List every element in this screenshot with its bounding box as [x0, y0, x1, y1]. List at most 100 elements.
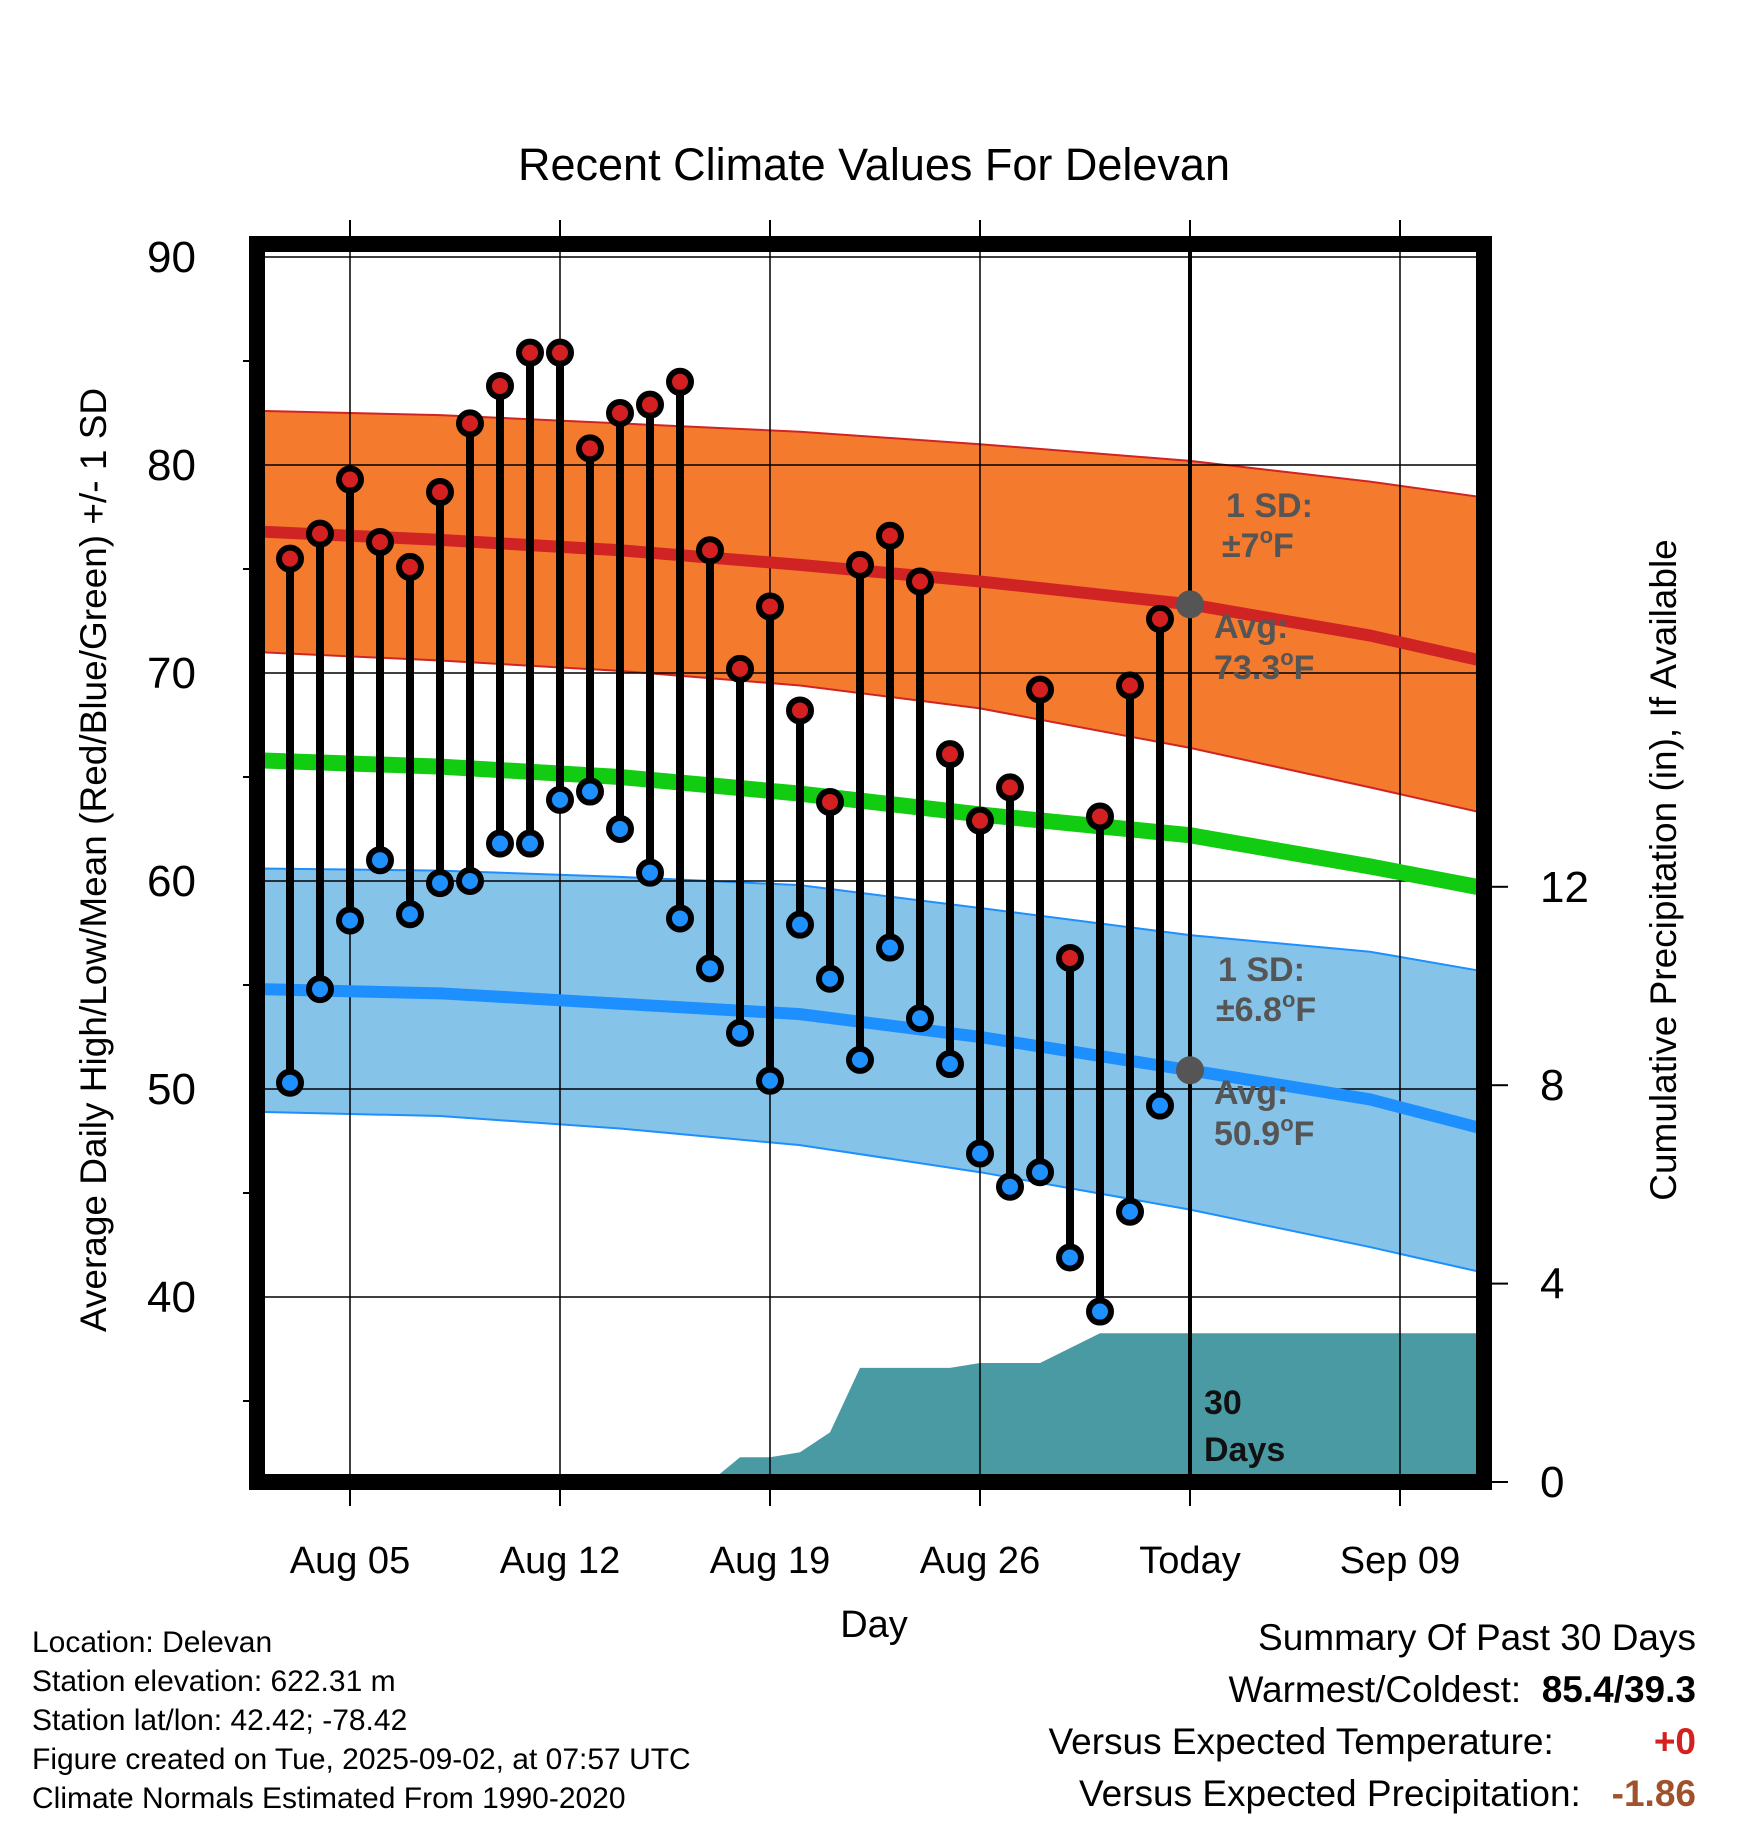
station-info: Location: Delevan Station elevation: 622…: [32, 1623, 691, 1818]
low-point: [666, 904, 694, 933]
low-sd-label: 1 SD:: [1218, 951, 1305, 989]
low-point: [336, 906, 364, 935]
precip-departure-row: Versus Expected Precipitation: -1.86: [1048, 1773, 1696, 1825]
temp-departure-label: Versus Expected Temperature:: [1048, 1721, 1554, 1762]
low-point: [966, 1139, 994, 1168]
high-point: [1086, 802, 1114, 831]
low-point: [306, 975, 334, 1004]
created-text: Figure created on Tue, 2025-09-02, at 07…: [32, 1743, 691, 1776]
high-point: [1026, 675, 1054, 704]
low-normal-line: [259, 983, 1484, 1136]
x-tick-label: Today: [1139, 1540, 1240, 1582]
y-axis-label: Average Daily High/Low/Mean (Red/Blue/Gr…: [73, 388, 114, 1332]
today-low-normal-marker: [1176, 1056, 1204, 1085]
plot-area: 40 50 60 70 80 90 0 4 8 12 Aug 05 Aug 12 Aug 19 Aug 2…: [147, 220, 1589, 1582]
high-point: [1056, 943, 1084, 972]
high-point: [576, 434, 604, 463]
low-point: [576, 777, 604, 806]
low-point: [786, 910, 814, 939]
low-point: [1116, 1197, 1144, 1226]
high-point: [306, 519, 334, 548]
high-point: [996, 773, 1024, 802]
y-tick-label: 70: [147, 649, 196, 698]
low-point: [396, 900, 424, 929]
low-point: [1146, 1091, 1174, 1120]
y2-tick-label: 12: [1540, 863, 1589, 912]
high-avg-label: Avg:: [1214, 608, 1288, 646]
low-point: [996, 1172, 1024, 1201]
low-point: [726, 1018, 754, 1047]
high-point: [546, 338, 574, 367]
high-point: [816, 787, 844, 816]
y-tick-label: 80: [147, 441, 196, 490]
high-point: [606, 399, 634, 427]
x-tick-label: Aug 19: [710, 1540, 830, 1582]
precip-area: [710, 1333, 1484, 1482]
x-tick-label: Aug 05: [290, 1540, 410, 1582]
low-point: [1056, 1243, 1084, 1272]
high-point: [936, 740, 964, 769]
low-point: [426, 869, 454, 898]
high-sd-label: 1 SD:: [1226, 487, 1313, 525]
plot-frame: [249, 236, 1492, 1490]
high-point: [726, 654, 754, 683]
x-tick-label: Sep 09: [1340, 1540, 1460, 1582]
high-point: [1146, 604, 1174, 633]
high-point: [366, 527, 394, 556]
low-point: [456, 867, 484, 895]
y2-tick-label: 8: [1540, 1061, 1564, 1110]
precip-departure-label: Versus Expected Precipitation:: [1078, 1773, 1581, 1814]
high-point: [696, 536, 724, 565]
x-axis-label: Day: [840, 1604, 908, 1646]
low-avg-label: Avg:: [1214, 1074, 1288, 1112]
x-tick-label: Aug 12: [500, 1540, 620, 1582]
temp-departure-value: +0: [1653, 1721, 1696, 1762]
low-sd-value: ±6.8oF: [1216, 987, 1316, 1029]
elevation-text: Station elevation: 622.31 m: [32, 1665, 396, 1698]
high-point: [756, 592, 784, 621]
chart-title: Recent Climate Values For Delevan: [518, 139, 1230, 190]
warm-cold-label: Warmest/Coldest:: [1228, 1669, 1522, 1710]
temp-departure-row: Versus Expected Temperature: +0: [1048, 1721, 1696, 1773]
location-text: Location: Delevan: [32, 1626, 273, 1659]
high-point: [906, 567, 934, 596]
low-point: [516, 829, 544, 858]
high-point: [846, 550, 874, 579]
low-point: [1026, 1158, 1054, 1187]
low-point: [1086, 1297, 1114, 1326]
today-high-normal-marker: [1176, 590, 1204, 619]
normals-text: Climate Normals Estimated From 1990-2020: [32, 1782, 626, 1815]
high-point: [456, 409, 484, 438]
summary-title: Summary Of Past 30 Days: [1258, 1617, 1696, 1658]
warm-cold-row: Warmest/Coldest: 85.4/39.3: [1048, 1669, 1696, 1721]
high-point: [276, 544, 304, 573]
precip-days-label: 30: [1204, 1384, 1242, 1422]
low-point: [486, 829, 514, 858]
low-sd-band: [259, 867, 1484, 1274]
y-tick-label: 40: [147, 1273, 196, 1322]
high-point: [966, 806, 994, 835]
y2-axis-label: Cumulative Precipitation (in), If Availa…: [1643, 539, 1684, 1201]
low-avg-value: 50.9oF: [1214, 1111, 1314, 1153]
high-point: [1116, 671, 1144, 700]
y2-tick-label: 0: [1540, 1458, 1564, 1507]
y-tick-label: 50: [147, 1065, 196, 1114]
low-point: [366, 846, 394, 875]
low-point: [696, 954, 724, 983]
low-point: [876, 933, 904, 962]
low-point: [276, 1068, 304, 1097]
low-point: [906, 1004, 934, 1033]
high-point: [336, 465, 364, 494]
summary-panel: Summary Of Past 30 Days Warmest/Coldest:…: [1048, 1617, 1696, 1825]
y-tick-label: 60: [147, 857, 196, 906]
high-point: [876, 521, 904, 550]
precip-departure-value: -1.86: [1611, 1773, 1696, 1814]
low-point: [546, 785, 574, 814]
high-point: [486, 371, 514, 400]
y2-tick-label: 4: [1540, 1260, 1564, 1309]
low-point: [816, 964, 844, 993]
high-point: [516, 338, 544, 367]
low-point: [756, 1066, 784, 1095]
low-point: [606, 815, 634, 843]
